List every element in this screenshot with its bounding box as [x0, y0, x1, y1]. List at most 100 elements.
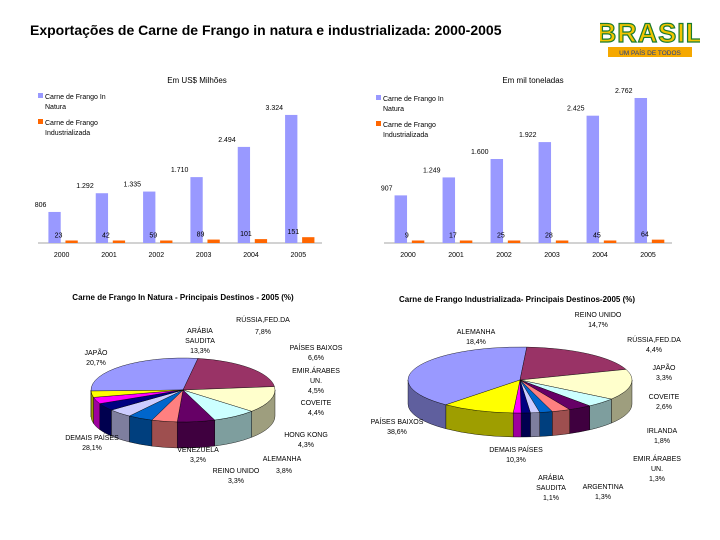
bar-industrial-1-2005: [651, 239, 665, 243]
bar-natura-1-2000: [394, 195, 408, 243]
bar-industrial-0-2001: [112, 240, 126, 243]
bar-chart-0-tick-2003: 2003: [196, 252, 212, 259]
bar-industrial-label-1-2004: 45: [593, 233, 601, 240]
bar-natura-1-2003: [538, 142, 552, 243]
bar-industrial-0-2003: [207, 239, 220, 243]
bar-natura-1-2005: [634, 97, 648, 244]
bar-industrial-1-2000: [411, 240, 425, 243]
pie-3-value-alemanha: 18,4%: [466, 339, 486, 346]
brasil-logo: BRASIL UM PAÍS DE TODOS: [600, 17, 700, 57]
pie-3-slice-alemanha: [519, 346, 627, 381]
bar-natura-label-0-2000: 806: [35, 202, 47, 209]
pie-3-value-paises-baixos: 38,6%: [387, 429, 407, 436]
pie-2-value-paises-baixos: 6,6%: [308, 355, 324, 362]
pie-3-label-japao-0: JAPÃO: [653, 363, 677, 372]
pie-2-label-arabia-saudita-1: SAUDITA: [185, 338, 215, 345]
bar-natura-label-0-2003: 1.710: [171, 167, 189, 174]
pie-2-group: [90, 357, 276, 449]
pie-3-label-russia-fed-da-0: RÚSSIA,FED.DA: [627, 335, 681, 344]
bar-chart-0-tick-2005: 2005: [291, 252, 307, 259]
legend-label-1-0-a: Carne de Frango In: [383, 96, 444, 103]
pie-2-label-demais-paises-0: DEMAIS PAÍSES: [65, 433, 119, 442]
pie-3-value-japao: 3,3%: [656, 375, 672, 382]
bar-natura-label-0-2005: 3.324: [266, 105, 284, 112]
pie-3-side-arabia-saudita: [512, 412, 522, 438]
pie-2-value-emir-arabes-un: 4,5%: [308, 388, 324, 395]
bar-chart-1-title: Em mil toneladas: [502, 76, 563, 85]
bar-chart-1-tick-2005: 2005: [640, 252, 656, 259]
bar-chart-0-tick-2002: 2002: [149, 252, 165, 259]
bar-chart-0-title: Em US$ Milhões: [167, 76, 227, 85]
bar-industrial-0-2002: [160, 240, 173, 243]
pie-2-label-emir-arabes-un-1: UN.: [310, 378, 322, 385]
pie-3-value-arabia-saudita: 1,1%: [543, 495, 559, 502]
pie-3-value-russia-fed-da: 4,4%: [646, 347, 662, 354]
legend-label-0-0-a: Carne de Frango In: [45, 94, 106, 101]
pie-3-label-arabia-saudita-0: ARÁBIA: [538, 473, 564, 482]
pie-2-side-emir-arabes-un: [151, 419, 178, 449]
pie-2-label-paises-baixos-0: PAÍSES BAIXOS: [290, 343, 343, 352]
bar-natura-0-2002: [143, 191, 156, 243]
bar-chart-0-tick-2001: 2001: [101, 252, 117, 259]
bar-industrial-0-2004: [254, 239, 268, 243]
pie-2-label-japao-0: JAPÃO: [85, 348, 109, 357]
slide-title: Exportações de Carne de Frango in natura…: [30, 22, 502, 38]
legend-label-1-0-b: Natura: [383, 106, 404, 113]
pie-2-label-alemanha-0: ALEMANHA: [263, 456, 302, 463]
pie-2-value-reino-unido: 3,3%: [228, 478, 244, 485]
pie-2-side-paises-baixos: [177, 419, 215, 449]
pie-2-side-coveite: [129, 415, 153, 447]
bar-industrial-1-2004: [603, 240, 617, 243]
pie-3-label-emir-arabes-un-0: EMIR.ÁRABES: [633, 454, 681, 463]
legend-swatch-1-0: [376, 95, 381, 100]
bar-industrial-label-0-2005: 151: [287, 229, 299, 236]
bar-industrial-label-1-2001: 17: [449, 233, 457, 240]
legend-swatch-0-0: [38, 93, 43, 98]
bar-chart-1-tick-2003: 2003: [544, 252, 560, 259]
bar-industrial-label-1-2003: 28: [545, 233, 553, 240]
pie-3-label-reino-unido-0: REINO UNIDO: [575, 312, 622, 319]
pie-2-label-arabia-saudita-0: ARÁBIA: [187, 326, 213, 335]
pie-3-label-argentina-0: ARGENTINA: [583, 484, 624, 491]
legend-swatch-1-1: [376, 121, 381, 126]
pie-2-value-hong-kong: 4,3%: [298, 442, 314, 449]
bar-chart-0-tick-2004: 2004: [243, 252, 259, 259]
pie-3-value-irlanda: 1,8%: [654, 438, 670, 445]
bar-industrial-1-2002: [507, 240, 521, 243]
pie-3-value-coveite: 2,6%: [656, 404, 672, 411]
bar-industrial-1-2001: [459, 240, 473, 243]
bar-industrial-0-2005: [302, 237, 315, 243]
pie-3-side-irlanda: [539, 411, 553, 437]
pie-3-side-argentina: [520, 412, 531, 438]
bar-chart-1-tick-2001: 2001: [448, 252, 464, 259]
bar-industrial-label-1-2002: 25: [497, 233, 505, 240]
bar-natura-1-2002: [490, 159, 504, 243]
pie-2-label-reino-unido-0: REINO UNIDO: [213, 468, 260, 475]
bar-natura-0-2001: [95, 193, 109, 243]
pie-2-label-hong-kong-0: HONG KONG: [284, 432, 328, 439]
pie-2-value-japao: 20,7%: [86, 360, 106, 367]
pie-3-value-emir-arabes-un: 1,3%: [649, 476, 665, 483]
pie-3-label-emir-arabes-un-1: UN.: [651, 466, 663, 473]
bar-industrial-label-0-2004: 101: [240, 231, 252, 238]
pie-chart-3-title: Carne de Frango Industrializada- Princip…: [399, 295, 635, 304]
bar-industrial-label-1-2005: 64: [641, 232, 649, 239]
bar-industrial-1-2003: [555, 240, 569, 243]
pie-3-label-coveite-0: COVEITE: [649, 394, 680, 401]
pie-3-label-alemanha-0: ALEMANHA: [457, 329, 496, 336]
legend-label-1-1-a: Carne de Frango: [383, 122, 436, 129]
bar-chart-1-tick-2000: 2000: [400, 252, 416, 259]
pie-2-label-coveite-0: COVEITE: [301, 400, 332, 407]
bar-natura-0-2004: [237, 146, 251, 243]
bar-natura-label-0-2001: 1.292: [76, 183, 94, 190]
pie-2-label-venezuela-0: VENEZUELA: [177, 447, 219, 454]
bar-natura-label-1-2003: 1.922: [519, 132, 537, 139]
pie-2-value-venezuela: 3,2%: [190, 457, 206, 464]
pie-2-value-coveite: 4,4%: [308, 410, 324, 417]
bar-industrial-label-0-2002: 59: [149, 233, 157, 240]
pie-2-label-emir-arabes-un-0: EMIR.ÁRABES: [292, 366, 340, 375]
pie-2-value-russia-fed-da: 7,8%: [255, 329, 271, 336]
legend-label-0-1-b: Industrializada: [45, 130, 90, 137]
pie-chart-2-title: Carne de Frango In Natura - Principais D…: [72, 293, 294, 302]
